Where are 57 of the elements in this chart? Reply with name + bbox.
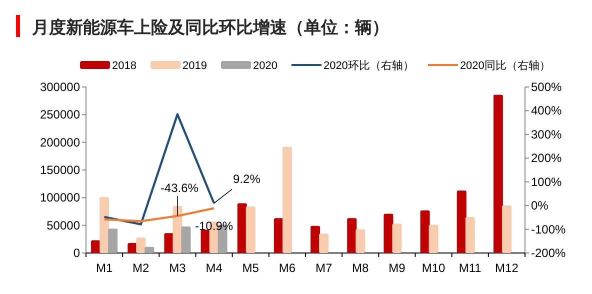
- bar: [420, 210, 430, 253]
- bar: [356, 229, 366, 253]
- legend-label: 2018: [112, 60, 136, 72]
- bar: [282, 146, 292, 253]
- bar: [319, 234, 329, 253]
- y-tick-label: 50000: [46, 218, 80, 232]
- legend-label: 2020: [252, 60, 278, 72]
- x-tick-label: M12: [495, 261, 519, 275]
- y2-tick-label: 300%: [531, 127, 562, 142]
- bar: [144, 246, 154, 253]
- y-tick-label: 150000: [40, 163, 80, 177]
- bar: [100, 197, 110, 253]
- bar: [108, 228, 118, 253]
- annotation: 9.2%: [233, 172, 261, 186]
- y2-tick-label: 500%: [531, 80, 562, 94]
- bar: [181, 226, 191, 253]
- bar: [392, 224, 402, 253]
- bar: [136, 238, 146, 253]
- x-tick-label: M11: [458, 261, 482, 275]
- bar: [237, 203, 247, 253]
- bar: [428, 224, 438, 253]
- bar: [310, 226, 320, 253]
- y-tick-label: 300000: [40, 80, 80, 94]
- x-tick-label: M10: [422, 261, 446, 275]
- x-tick-label: M3: [169, 261, 186, 275]
- y2-tick-label: 0%: [531, 198, 549, 213]
- x-tick-label: M4: [206, 261, 223, 275]
- bar: [493, 94, 503, 253]
- y-tick-label: 100000: [40, 190, 80, 205]
- legend-label: 2019: [182, 60, 207, 72]
- bar: [246, 206, 256, 253]
- bar: [502, 205, 512, 253]
- bar: [347, 218, 357, 253]
- x-tick-label: M2: [132, 261, 150, 275]
- y2-tick-label: 100%: [531, 174, 562, 189]
- x-tick-label: M7: [315, 261, 332, 275]
- x-tick-label: M9: [388, 261, 406, 275]
- bar: [384, 214, 394, 253]
- x-tick-label: M8: [352, 261, 370, 275]
- x-tick-label: M6: [278, 261, 296, 275]
- annotation: -43.6%: [160, 180, 199, 195]
- y2-tick-label: -200%: [531, 246, 566, 260]
- annotation: -10.9%: [195, 219, 234, 234]
- y2-tick-label: 200%: [531, 151, 562, 166]
- bar: [456, 190, 466, 253]
- x-tick-label: M5: [242, 261, 260, 275]
- line-series: [103, 207, 216, 222]
- y-tick-label: 250000: [40, 108, 80, 122]
- chart-title: 月度新能源车上险及同比环比增速（单位：辆）: [31, 18, 389, 37]
- x-tick-label: M1: [96, 261, 113, 275]
- y-tick-label: 200000: [40, 135, 80, 150]
- y2-tick-label: 400%: [531, 104, 562, 118]
- bar: [465, 217, 475, 253]
- legend-label: 2020环比（右轴）: [323, 59, 414, 72]
- y-tick-label: 0: [73, 246, 80, 260]
- y2-tick-label: -100%: [531, 222, 566, 236]
- legend-label: 2020同比（右轴）: [460, 59, 550, 72]
